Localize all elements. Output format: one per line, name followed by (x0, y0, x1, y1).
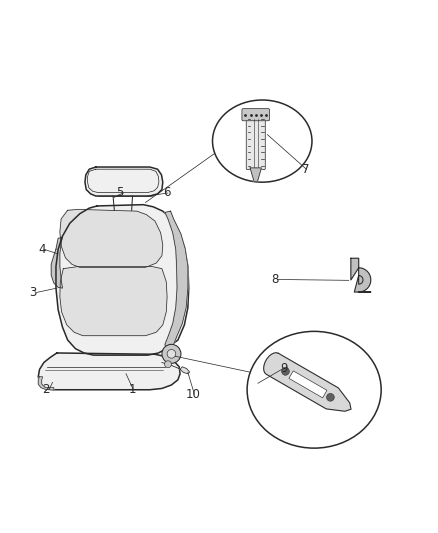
Text: 1: 1 (129, 383, 136, 396)
Circle shape (165, 361, 171, 368)
Text: 5: 5 (116, 187, 123, 199)
Polygon shape (85, 167, 163, 196)
Polygon shape (289, 371, 327, 398)
Text: 6: 6 (163, 187, 171, 199)
Text: 2: 2 (42, 383, 50, 396)
Polygon shape (180, 367, 190, 374)
FancyBboxPatch shape (242, 109, 270, 121)
Circle shape (167, 350, 176, 358)
Text: 10: 10 (186, 387, 201, 401)
Polygon shape (165, 211, 188, 350)
Circle shape (282, 367, 290, 375)
Polygon shape (56, 205, 189, 355)
Circle shape (326, 393, 334, 401)
Text: 7: 7 (302, 163, 309, 176)
Text: 4: 4 (38, 243, 46, 256)
Text: 8: 8 (272, 273, 279, 286)
Polygon shape (60, 266, 167, 336)
Ellipse shape (212, 100, 312, 182)
Polygon shape (351, 259, 371, 292)
Polygon shape (38, 353, 180, 390)
Polygon shape (51, 237, 63, 288)
Text: 9: 9 (280, 361, 288, 375)
Text: 3: 3 (29, 286, 37, 299)
Circle shape (162, 344, 181, 364)
FancyBboxPatch shape (246, 116, 265, 169)
Polygon shape (60, 209, 163, 268)
Ellipse shape (247, 332, 381, 448)
Polygon shape (250, 168, 261, 181)
Polygon shape (38, 377, 54, 390)
Polygon shape (264, 353, 351, 411)
